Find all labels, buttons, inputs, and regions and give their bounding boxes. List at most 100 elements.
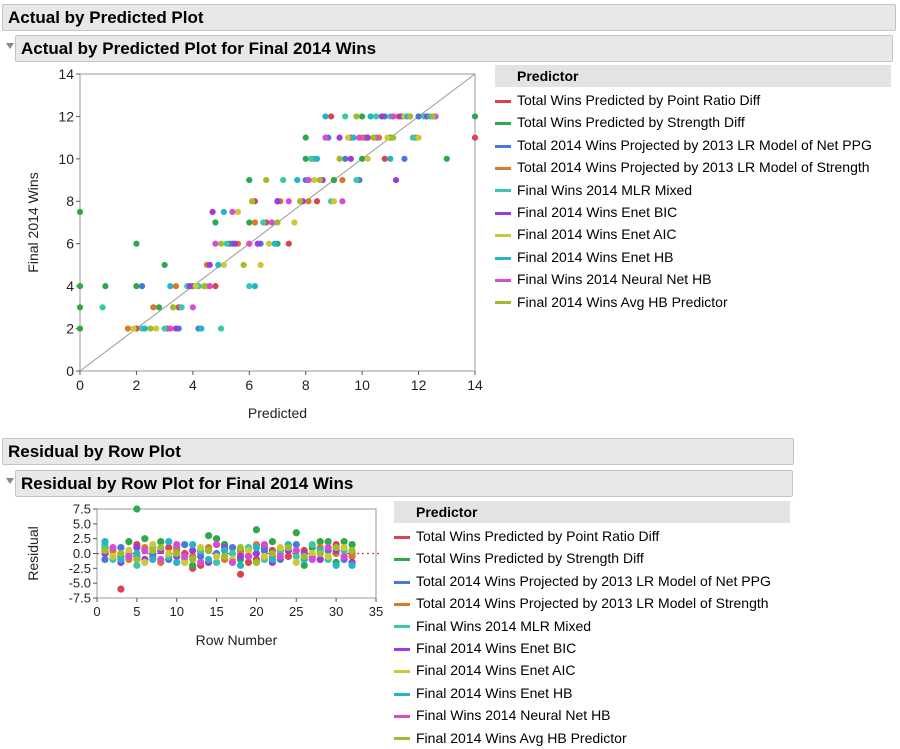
section-header-actual-by-predicted[interactable]: Actual by Predicted Plot [2,4,896,31]
point-final-2014-wins-enet-hb [220,208,227,215]
point-final-2014-wins-avg-hb-predictor [268,549,276,558]
legend-label: Total Wins Predicted by Strength Diff [517,114,745,131]
point-total-wins-predicted-by-strength-diff [76,325,84,332]
point-total-wins-predicted-by-strength-diff [300,561,308,569]
legend-item-total-wins-predicted-by-point-ratio-diff[interactable]: Total Wins Predicted by Point Ratio Diff [495,89,760,111]
legend-item-total-wins-predicted-by-strength-diff[interactable]: Total Wins Predicted by Strength Diff [394,547,644,569]
point-final-wins-2014-neural-net-hb [228,558,237,566]
subsection-header-residual-by-row[interactable]: Residual by Row Plot for Final 2014 Wins [15,470,793,497]
point-final-2014-wins-enet-aic [244,546,253,555]
point-total-2014-wins-projected-by-2013-lr-model-of-net-ppg [101,555,109,564]
legend-label: Total 2014 Wins Projected by 2013 LR Mod… [517,136,872,153]
point-final-2014-wins-avg-hb-predictor [429,113,436,120]
point-final-wins-2014-mlr-mixed [178,304,185,311]
point-total-wins-predicted-by-point-ratio-diff [381,155,388,162]
point-total-wins-predicted-by-strength-diff [133,240,140,247]
point-total-wins-predicted-by-strength-diff [252,526,261,534]
point-final-2014-wins-enet-aic [212,552,221,561]
legend-item-total-2014-wins-projected-by-2013-lr-model-of-strength[interactable]: Total 2014 Wins Projected by 2013 LR Mod… [495,156,870,178]
point-final-wins-2014-mlr-mixed [308,541,316,549]
point-final-2014-wins-enet-hb [133,549,141,558]
point-total-wins-predicted-by-strength-diff [133,505,141,513]
point-final-2014-wins-enet-hb [271,240,278,247]
actual-by-predicted-chart[interactable]: 0 2 4 6 8 10 12 14 0 2 4 6 8 10 12 14 Predicted Final 201… [0,62,495,427]
legend-swatch [495,301,511,305]
point-total-wins-predicted-by-strength-diff [141,535,149,543]
legend-item-total-2014-wins-projected-by-2013-lr-model-of-net-ppg[interactable]: Total 2014 Wins Projected by 2013 LR Mod… [495,134,872,156]
point-final-wins-2014-neural-net-hb [260,541,268,549]
point-final-2014-wins-enet-aic [344,134,352,141]
legend-item-final-2014-wins-enet-bic[interactable]: Final 2014 Wins Enet BIC [394,637,576,659]
point-final-2014-wins-enet-hb [117,555,125,564]
residual-by-row-chart[interactable]: 0 5 10 15 20 25 30 35 7.55.02.50.0-2.5-5.0-7.5 Ro… [0,497,395,657]
point-final-2014-wins-enet-hb [173,558,181,566]
legend-item-final-wins-2014-mlr-mixed[interactable]: Final Wins 2014 MLR Mixed [495,179,692,201]
legend-item-final-2014-wins-enet-hb[interactable]: Final 2014 Wins Enet HB [495,246,673,268]
point-final-wins-2014-mlr-mixed [373,113,380,120]
point-final-wins-2014-neural-net-hb [276,552,284,561]
point-final-wins-2014-neural-net-hb [212,541,221,549]
disclosure-triangle-icon[interactable] [6,478,14,484]
point-total-wins-predicted-by-point-ratio-diff [471,134,479,141]
x-tick-label: 30 [329,604,343,619]
point-total-2014-wins-projected-by-2013-lr-model-of-net-ppg [415,113,422,120]
point-final-2014-wins-enet-hb [165,538,173,546]
point-final-wins-2014-neural-net-hb [206,283,213,290]
legend-item-final-2014-wins-enet-bic[interactable]: Final 2014 Wins Enet BIC [495,201,677,223]
x-axis-label: Row Number [196,632,278,648]
point-total-wins-predicted-by-strength-diff [161,261,168,269]
legend-item-final-2014-wins-enet-hb[interactable]: Final 2014 Wins Enet HB [394,682,572,704]
point-final-2014-wins-enet-aic [109,552,117,561]
section-header-residual-by-row[interactable]: Residual by Row Plot [2,438,794,465]
point-final-2014-wins-enet-bic [133,543,141,552]
point-final-2014-wins-enet-hb [205,555,213,564]
legend-item-final-wins-2014-mlr-mixed[interactable]: Final Wins 2014 MLR Mixed [394,615,591,637]
point-final-2014-wins-enet-aic [153,325,160,332]
legend-item-final-wins-2014-neural-net-hb[interactable]: Final Wins 2014 Neural Net HB [394,704,611,726]
point-total-wins-predicted-by-strength-diff [246,176,253,184]
point-total-2014-wins-projected-by-2013-lr-model-of-strength [348,552,356,561]
legend-item-total-2014-wins-projected-by-2013-lr-model-of-net-ppg[interactable]: Total 2014 Wins Projected by 2013 LR Mod… [394,570,771,592]
point-total-wins-predicted-by-strength-diff [359,113,366,120]
legend-item-total-2014-wins-projected-by-2013-lr-model-of-strength[interactable]: Total 2014 Wins Projected by 2013 LR Mod… [394,592,769,614]
point-final-2014-wins-enet-bic [254,240,261,247]
legend-swatch [394,558,410,562]
point-total-wins-predicted-by-strength-diff [76,208,84,215]
y-tick-label: 14 [58,66,74,82]
y-tick-label: 0.0 [73,546,91,561]
point-total-wins-predicted-by-strength-diff [133,283,140,290]
legend-item-final-2014-wins-avg-hb-predictor[interactable]: Final 2014 Wins Avg HB Predictor [495,291,728,313]
point-final-2014-wins-enet-hb [141,325,148,332]
legend-item-final-wins-2014-neural-net-hb[interactable]: Final Wins 2014 Neural Net HB [495,268,712,290]
point-final-2014-wins-enet-hb [251,283,259,290]
legend-item-final-2014-wins-avg-hb-predictor[interactable]: Final 2014 Wins Avg HB Predictor [394,727,627,749]
legend-item-total-wins-predicted-by-point-ratio-diff[interactable]: Total Wins Predicted by Point Ratio Diff [394,525,659,547]
point-final-wins-2014-neural-net-hb [308,555,316,564]
point-final-2014-wins-avg-hb-predictor [348,546,356,555]
point-total-2014-wins-projected-by-2013-lr-model-of-net-ppg [401,155,408,162]
point-final-2014-wins-avg-hb-predictor [296,198,304,205]
disclosure-triangle-icon[interactable] [6,43,14,49]
y-tick-label: -2.5 [69,561,91,576]
subsection-title: Residual by Row Plot for Final 2014 Wins [21,474,354,493]
point-final-wins-2014-neural-net-hb [322,134,329,141]
point-final-2014-wins-enet-aic [181,558,189,566]
point-total-2014-wins-projected-by-2013-lr-model-of-net-ppg [181,541,189,549]
legend-item-total-wins-predicted-by-strength-diff[interactable]: Total Wins Predicted by Strength Diff [495,111,745,133]
legend-swatch [394,535,410,539]
legend-item-final-2014-wins-enet-aic[interactable]: Final 2014 Wins Enet AIC [495,223,677,245]
point-final-2014-wins-avg-hb-predictor [101,546,109,555]
point-total-2014-wins-projected-by-2013-lr-model-of-net-ppg [228,543,237,552]
x-tick-label: 10 [169,604,183,619]
point-final-2014-wins-enet-aic [324,552,332,561]
y-tick-label: -5.0 [69,576,91,591]
point-final-wins-2014-mlr-mixed [409,134,417,141]
point-final-2014-wins-avg-hb-predictor [370,134,377,141]
legend-label: Final 2014 Wins Enet AIC [517,226,677,243]
subsection-header-actual-by-predicted[interactable]: Actual by Predicted Plot for Final 2014 … [15,35,893,62]
legend-item-final-2014-wins-enet-aic[interactable]: Final 2014 Wins Enet AIC [394,659,576,681]
point-final-2014-wins-avg-hb-predictor [220,552,229,561]
point-final-2014-wins-enet-aic [220,261,227,269]
x-tick-label: 20 [249,604,263,619]
point-total-wins-predicted-by-strength-diff [125,538,133,546]
